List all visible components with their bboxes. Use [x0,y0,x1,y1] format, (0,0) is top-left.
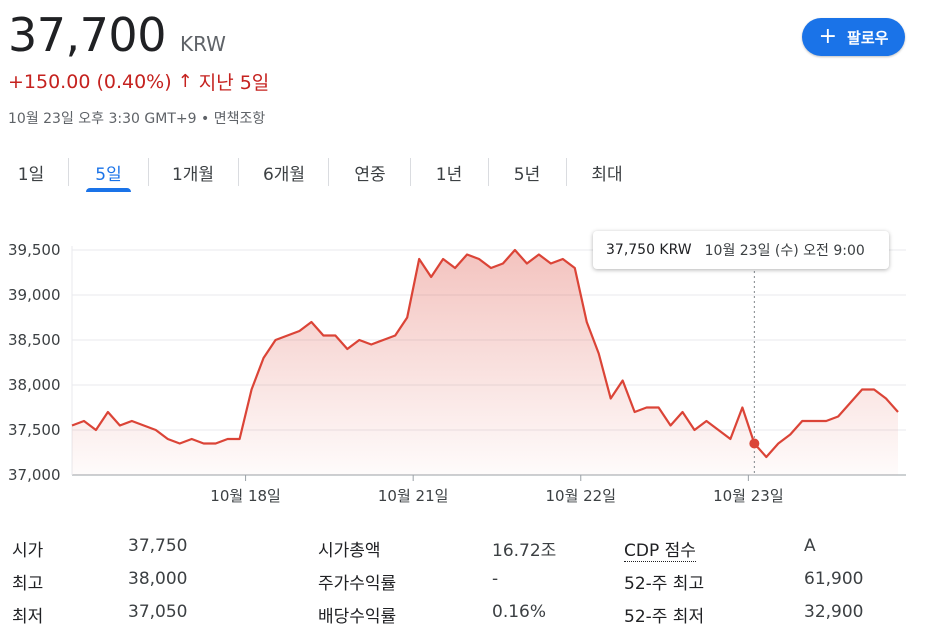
tab-divider [488,158,489,186]
price-line [71,248,899,459]
y-tick-label: 39,500 [8,241,61,259]
tooltip-date: 10월 23일 (수) 오전 9:00 [704,243,865,259]
tab-divider [238,158,239,186]
tab-divider [410,158,411,186]
tab-label: 1년 [435,164,463,185]
stat-high-label: 최고 [12,574,44,594]
quote-timestamp: 10월 23일 오후 3:30 GMT+9 [8,111,197,127]
tab-divider [328,158,329,186]
tab-label: 1일 [17,164,45,185]
x-tick-label: 10월 18일 [210,487,281,505]
x-tick-label: 10월 23일 [713,487,784,505]
tab-divider [148,158,149,186]
tooltip-price: 37,750 KRW [606,242,692,258]
stat-mktcap-label: 시가총액 [318,541,381,561]
stat-div-label: 배당수익률 [318,607,397,627]
stat-open-value: 37,750 [128,536,188,556]
tab-label: 1개월 [171,164,215,185]
quote-header: 37,700 KRW [8,6,226,64]
stat-div-value: 0.16% [492,602,547,622]
quote-meta: 10월 23일 오후 3:30 GMT+9 • 면책조항 [8,108,265,128]
x-tick-label: 10월 21일 [378,487,449,505]
price-chart[interactable]: 37,000 37,500 38,000 38,500 39,000 39,500 10월 … [0,220,926,520]
stat-cdp-value: A [804,536,816,556]
change-value: +150.00 (0.40%) [8,70,172,93]
tab-6m[interactable]: 6개월 [254,150,314,194]
y-tick-label: 38,000 [8,376,61,394]
y-tick-label: 37,000 [8,466,61,484]
tab-max[interactable]: 최대 [584,150,630,194]
tab-label: 6개월 [262,164,306,185]
stat-open-label: 시가 [12,541,44,561]
y-tick-label: 38,500 [8,331,61,349]
tab-label: 5일 [95,164,122,185]
tab-divider [566,158,567,186]
stat-low-value: 37,050 [128,602,188,622]
current-price: 37,700 [8,8,166,62]
tab-divider [68,158,69,186]
tab-5d[interactable]: 5일 [86,150,131,194]
disclaimer-link[interactable]: 면책조항 [213,111,266,127]
stat-cdp-label[interactable]: CDP 점수 [624,536,696,562]
y-tick-label: 37,500 [8,421,61,439]
stat-low-label: 최저 [12,607,44,627]
tab-ytd[interactable]: 연중 [344,150,396,194]
stat-mktcap-value: 16.72조 [492,541,557,561]
tab-label: 5년 [513,164,541,185]
hover-point [749,438,760,449]
stat-pe-value: - [492,569,499,589]
change-period: 지난 5일 [198,72,270,94]
tab-1m[interactable]: 1개월 [164,150,222,194]
meta-separator: • [200,111,210,127]
arrow-up-icon: ↑ [177,71,193,92]
range-tabs: 1일 5일 1개월 6개월 연중 1년 5년 최대 [0,150,926,196]
x-tick-label: 10월 22일 [545,487,616,505]
follow-button[interactable]: + 팔로우 [802,18,905,56]
chart-tooltip: 37,750 KRW 10월 23일 (수) 오전 9:00 [593,231,889,269]
stat-52w-low-label: 52-주 최저 [624,607,705,627]
price-area [72,250,898,475]
stat-52w-high-value: 61,900 [804,569,864,589]
follow-button-label: 팔로우 [847,28,889,47]
tab-5y[interactable]: 5년 [506,150,548,194]
tab-1d[interactable]: 1일 [12,150,50,194]
y-tick-label: 39,000 [8,286,61,304]
stat-high-value: 38,000 [128,569,188,589]
price-change: +150.00 (0.40%) ↑ 지난 5일 [8,68,269,95]
plus-icon: + [818,24,838,49]
tab-label: 연중 [354,164,386,185]
stat-pe-label: 주가수익률 [318,574,397,594]
tab-1y[interactable]: 1년 [428,150,470,194]
stat-52w-high-label: 52-주 최고 [624,574,705,594]
stat-52w-low-value: 32,900 [804,602,864,622]
currency-label: KRW [179,32,226,56]
tab-label: 최대 [591,164,623,185]
